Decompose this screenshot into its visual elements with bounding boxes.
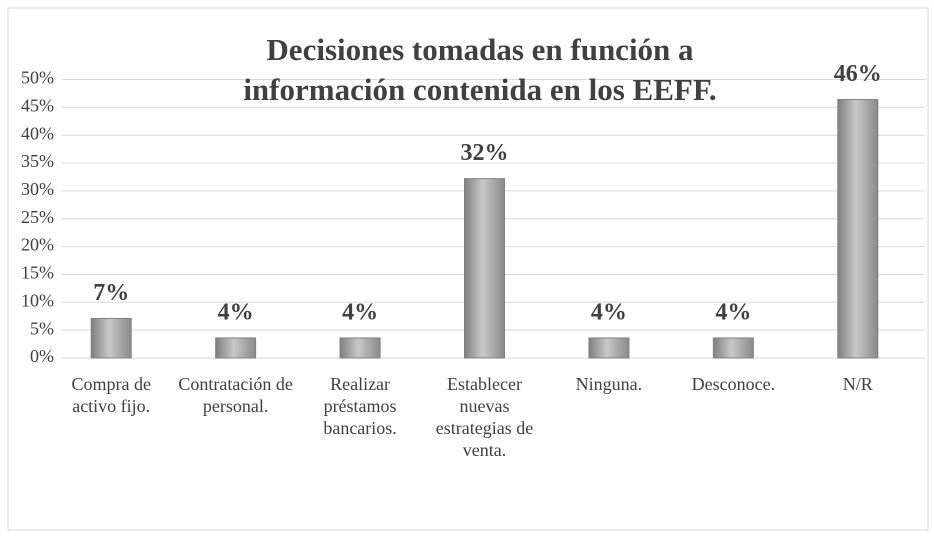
data-label: 7% xyxy=(93,280,129,306)
data-label: 4% xyxy=(715,299,751,325)
y-tick-label: 35% xyxy=(21,151,54,171)
bar xyxy=(339,337,381,359)
x-tick-label: Contratación de personal. xyxy=(178,374,293,416)
x-tick-label: Ninguna. xyxy=(575,374,643,394)
bar xyxy=(464,178,505,359)
y-tick-label: 15% xyxy=(21,263,54,283)
y-tick-label: 20% xyxy=(21,235,54,255)
bar xyxy=(215,337,257,359)
bar xyxy=(712,337,754,359)
data-label: 4% xyxy=(591,299,627,325)
y-tick-label: 10% xyxy=(21,290,54,310)
bar xyxy=(837,99,879,359)
y-tick-label: 40% xyxy=(21,123,54,143)
x-tick-label: N/R xyxy=(842,374,873,394)
y-tick-label: 5% xyxy=(30,318,54,338)
x-tick-label: Establecer nuevas estrategias de venta. xyxy=(435,374,534,460)
y-tick-label: 45% xyxy=(21,95,54,115)
bar xyxy=(588,337,630,359)
x-tick-label: Realizar préstamos bancarios. xyxy=(323,374,397,438)
y-tick-label: 50% xyxy=(21,68,54,88)
x-tick-label: Compra de activo fijo. xyxy=(71,374,151,416)
y-tick-label: 30% xyxy=(21,179,54,199)
y-tick-label: 0% xyxy=(30,346,54,366)
data-label: 32% xyxy=(461,140,509,166)
data-label: 46% xyxy=(834,61,882,87)
y-tick-label: 25% xyxy=(21,207,54,227)
chart-border xyxy=(7,7,929,531)
data-label: 4% xyxy=(342,299,378,325)
bar xyxy=(90,317,132,359)
data-label: 4% xyxy=(218,299,254,325)
chart-title: Decisiones tomadas en función a informac… xyxy=(243,32,717,107)
x-tick-label: Desconoce. xyxy=(691,374,776,394)
